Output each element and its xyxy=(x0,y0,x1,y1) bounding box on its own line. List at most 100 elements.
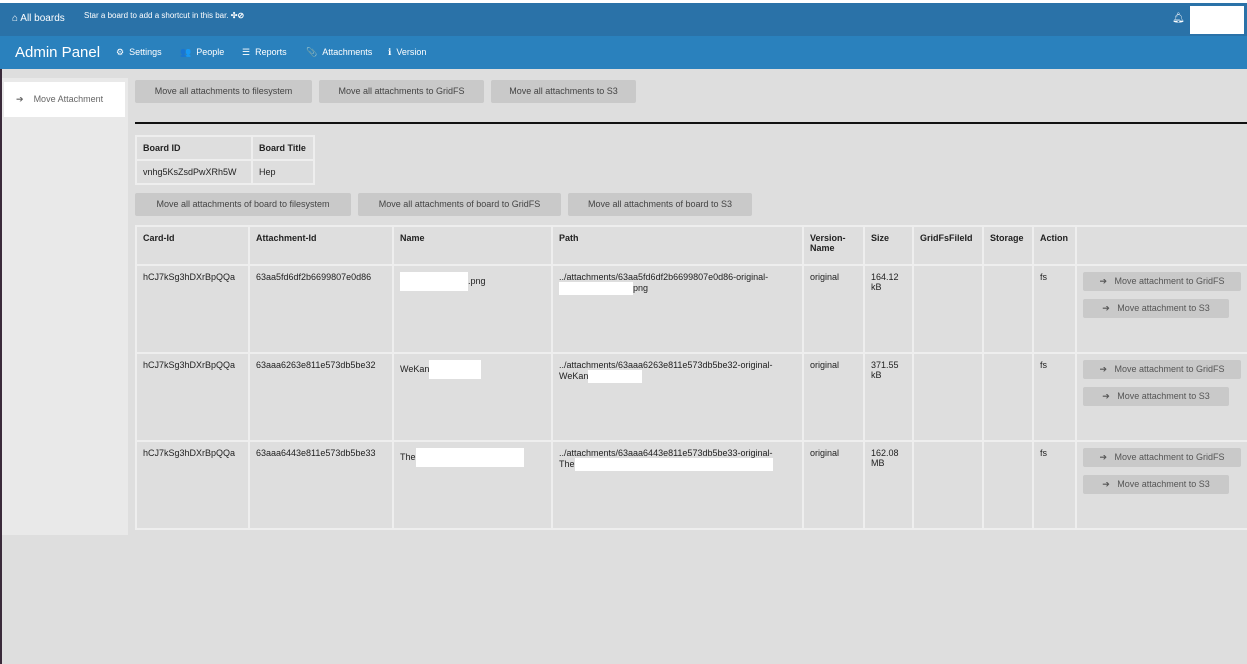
move-all-gridfs-button[interactable]: Move all attachments to GridFS xyxy=(319,80,484,103)
button-label: Move attachment to S3 xyxy=(1117,391,1210,401)
header-empty xyxy=(1075,225,1247,266)
window-edge xyxy=(0,0,1247,3)
path-cell: ../attachments/63aaa6263e811e573db5be32-… xyxy=(551,352,804,442)
arrow-right-icon: ➔ xyxy=(16,94,24,104)
move-to-s3-button[interactable]: ➔ Move attachment to S3 xyxy=(1083,475,1229,494)
nav-label: Attachments xyxy=(322,47,373,57)
all-boards-link[interactable]: ⌂ All boards xyxy=(12,13,65,24)
gridfs-file-id xyxy=(912,264,984,354)
path-text: ../attachments/63aaa6443e811e573db5be33-… xyxy=(559,448,773,458)
header-board-title: Board Title xyxy=(251,135,315,161)
avatar[interactable] xyxy=(1190,6,1244,34)
redacted xyxy=(574,458,773,471)
action-buttons: ➔ Move attachment to GridFS ➔ Move attach… xyxy=(1075,264,1247,354)
version-name: original xyxy=(802,440,865,530)
card-id: hCJ7kSg3hDXrBpQQa xyxy=(135,440,250,530)
move-icon[interactable]: ✣ xyxy=(230,11,238,20)
nav-label: Settings xyxy=(129,47,162,57)
gear-icon: ⚙ xyxy=(116,47,125,57)
header-board-id: Board ID xyxy=(135,135,253,161)
attachment-id: 63aa5fd6df2b6699807e0d86 xyxy=(248,264,394,354)
header-gridfs-file-id: GridFsFileId xyxy=(912,225,984,266)
header-storage: Storage xyxy=(982,225,1034,266)
nav-version[interactable]: ℹ Version xyxy=(388,47,426,58)
move-to-s3-button[interactable]: ➔ Move attachment to S3 xyxy=(1083,387,1229,406)
people-icon: 👥 xyxy=(180,47,192,57)
storage xyxy=(982,352,1034,442)
action: fs xyxy=(1032,264,1077,354)
move-board-s3-button[interactable]: Move all attachments of board to S3 xyxy=(568,193,752,216)
move-all-s3-button[interactable]: Move all attachments to S3 xyxy=(491,80,636,103)
board-table: Board ID Board Title vnhg5KsZsdPwXRh5W Hep xyxy=(135,135,315,185)
nav-label: Version xyxy=(396,47,427,57)
move-to-gridfs-button[interactable]: ➔ Move attachment to GridFS xyxy=(1083,448,1241,467)
card-id: hCJ7kSg3hDXrBpQQa xyxy=(135,264,250,354)
arrow-right-icon: ➔ xyxy=(1099,452,1107,462)
arrow-right-icon: ➔ xyxy=(1099,364,1107,374)
nav-settings[interactable]: ⚙ Settings xyxy=(116,47,162,58)
size: 164.12 kB xyxy=(863,264,914,354)
move-all-filesystem-button[interactable]: Move all attachments to filesystem xyxy=(135,80,312,103)
move-board-gridfs-button[interactable]: Move all attachments of board to GridFS xyxy=(358,193,561,216)
move-to-gridfs-button[interactable]: ➔ Move attachment to GridFS xyxy=(1083,272,1241,291)
nav-attachments[interactable]: 📎 Attachments xyxy=(306,47,372,58)
attachment-id: 63aaa6263e811e573db5be32 xyxy=(248,352,394,442)
size: 371.55 kB xyxy=(863,352,914,442)
top-bar: ⌂ All boards Star a board to add a short… xyxy=(0,3,1247,36)
header-version-name: Version-Name xyxy=(802,225,865,266)
gridfs-file-id xyxy=(912,352,984,442)
sidebar-item-label: Move Attachment xyxy=(33,94,104,104)
arrow-right-icon: ➔ xyxy=(1102,479,1110,489)
path-cell: ../attachments/63aa5fd6df2b6699807e0d86-… xyxy=(551,264,804,354)
sidebar-item-move-attachment[interactable]: ➔ Move Attachment xyxy=(4,82,125,117)
bell-icon[interactable]: 🔔︎ xyxy=(1172,13,1185,24)
path-text-2: The xyxy=(559,458,575,469)
arrow-right-icon: ➔ xyxy=(1102,391,1110,401)
button-label: Move attachment to S3 xyxy=(1117,479,1210,489)
page-title: Admin Panel xyxy=(15,44,101,61)
button-label: Move attachment to S3 xyxy=(1117,303,1210,313)
redacted xyxy=(588,370,643,383)
size: 162.08 MB xyxy=(863,440,914,530)
version-name: original xyxy=(802,352,865,442)
nav-reports[interactable]: ☰ Reports xyxy=(242,47,287,58)
arrow-right-icon: ➔ xyxy=(1102,303,1110,313)
action: fs xyxy=(1032,440,1077,530)
move-board-filesystem-button[interactable]: Move all attachments of board to filesys… xyxy=(135,193,351,216)
button-label: Move attachment to GridFS xyxy=(1114,276,1225,286)
attachment-id: 63aaa6443e811e573db5be33 xyxy=(248,440,394,530)
sidebar: ➔ Move Attachment xyxy=(2,78,128,535)
action-buttons: ➔ Move attachment to GridFS ➔ Move attach… xyxy=(1075,440,1247,530)
redacted xyxy=(415,448,524,467)
move-to-gridfs-button[interactable]: ➔ Move attachment to GridFS xyxy=(1083,360,1241,379)
shortcut-hint: Star a board to add a shortcut in this b… xyxy=(84,11,244,20)
window-edge-left xyxy=(0,69,2,664)
move-to-s3-button[interactable]: ➔ Move attachment to S3 xyxy=(1083,299,1229,318)
path-text-2: WeKan xyxy=(559,370,589,381)
nav-label: Reports xyxy=(255,47,287,57)
disable-icon[interactable]: ⊘ xyxy=(237,11,245,20)
list-icon: ☰ xyxy=(242,47,251,57)
board-id: vnhg5KsZsdPwXRh5W xyxy=(135,159,253,185)
attachment-name: WeKan xyxy=(400,363,430,374)
table-row: hCJ7kSg3hDXrBpQQa 63aa5fd6df2b6699807e0d… xyxy=(135,264,1247,354)
header-size: Size xyxy=(863,225,914,266)
path-text-2: png xyxy=(633,282,649,293)
header-action: Action xyxy=(1032,225,1077,266)
info-icon: ℹ xyxy=(388,47,392,57)
version-name: original xyxy=(802,264,865,354)
redacted xyxy=(429,360,482,379)
redacted xyxy=(559,282,633,295)
header-attachment-id: Attachment-Id xyxy=(248,225,394,266)
board-title: Hep xyxy=(251,159,315,185)
hint-text: Star a board to add a shortcut in this b… xyxy=(84,11,229,20)
header-path: Path xyxy=(551,225,804,266)
name-cell: WeKan xyxy=(392,352,553,442)
admin-header: Admin Panel ⚙ Settings 👥 People ☰ Reports 📎… xyxy=(0,36,1247,69)
nav-people[interactable]: 👥 People xyxy=(180,47,224,58)
card-id: hCJ7kSg3hDXrBpQQa xyxy=(135,352,250,442)
table-row: hCJ7kSg3hDXrBpQQa 63aaa6263e811e573db5be… xyxy=(135,352,1247,442)
header-card-id: Card-Id xyxy=(135,225,250,266)
paperclip-icon: 📎 xyxy=(306,47,318,57)
attachments-table: Card-Id Attachment-Id Name Path Version-Name… xyxy=(135,225,1247,530)
